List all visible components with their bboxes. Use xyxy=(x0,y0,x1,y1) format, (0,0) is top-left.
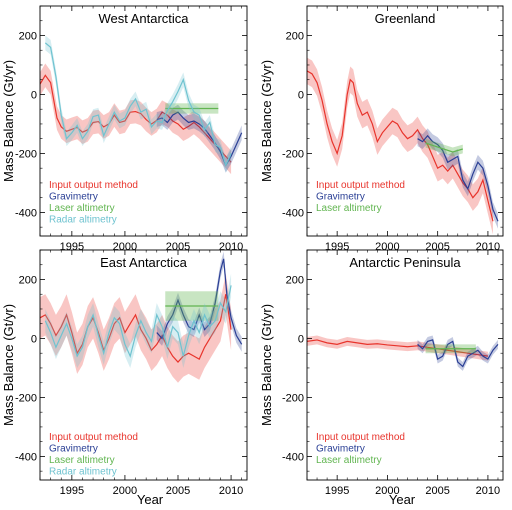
input-output-method-line xyxy=(40,74,232,163)
x-axis-label-right: Year xyxy=(389,492,416,507)
y-tick-label: 200 xyxy=(19,274,37,286)
legend-entry-input-output-method: Input output method xyxy=(316,180,405,191)
legend-entry-gravimetry: Gravimetry xyxy=(49,444,98,455)
x-tick-label: 2000 xyxy=(113,485,137,497)
gravimetry-line xyxy=(417,134,499,222)
x-tick-label: 2010 xyxy=(476,485,500,497)
y-axis-label: Mass Balance (Gt/yr) xyxy=(259,304,274,426)
legend-entry-gravimetry: Gravimetry xyxy=(316,192,365,203)
x-tick-label: 2005 xyxy=(166,485,190,497)
legend-entry-radar-altimetry: Radar altimetry xyxy=(49,467,117,478)
legend-entry-laser-altimetry: Laser altimetry xyxy=(49,455,115,466)
chart-title: West Antarctica xyxy=(98,11,189,26)
input-output-method-line xyxy=(307,70,494,222)
legend-entry-laser-altimetry: Laser altimetry xyxy=(316,455,382,466)
x-tick-label: 2010 xyxy=(219,485,243,497)
gravimetry-band xyxy=(156,251,242,352)
y-tick-label: 0 xyxy=(298,333,304,345)
y-tick-label: -400 xyxy=(282,451,304,463)
y-tick-label: -200 xyxy=(282,148,304,160)
panel-antarctic-peninsula: 1995 2000 2005 2010 -400 -200 0 200 Antarctic Pe… xyxy=(259,249,504,497)
plot-frame xyxy=(39,249,248,481)
chart-title: Antarctic Peninsula xyxy=(349,255,461,270)
legend-entry-laser-altimetry: Laser altimetry xyxy=(316,203,382,214)
legend-entry-input-output-method: Input output method xyxy=(49,432,138,443)
x-tick-label: 2005 xyxy=(425,485,449,497)
chart-title: Greenland xyxy=(375,11,436,26)
panel-greenland: 1995 2000 2005 2010-400-2000200GreenlandMas… xyxy=(259,5,504,253)
plot-area xyxy=(40,35,243,175)
y-axis-label: Mass Balance (Gt/yr) xyxy=(1,304,16,426)
y-axis-label: Mass Balance (Gt/yr) xyxy=(1,60,16,182)
plot-area xyxy=(40,251,243,383)
legend-entry-radar-altimetry: Radar altimetry xyxy=(49,215,117,226)
legend-entry-gravimetry: Gravimetry xyxy=(316,444,365,455)
y-tick-label: 200 xyxy=(286,30,304,42)
gravimetry-line xyxy=(417,339,499,368)
legend-entry-gravimetry: Gravimetry xyxy=(49,192,98,203)
y-tick-label: 0 xyxy=(31,333,37,345)
input-output-method-line xyxy=(307,339,489,357)
input-output-method-line xyxy=(40,294,232,363)
plot-frame xyxy=(306,249,504,481)
plot-frame xyxy=(306,5,504,237)
y-tick-label: -200 xyxy=(282,392,304,404)
x-axis-label-left: Year xyxy=(137,492,164,507)
radar-altimetry-band xyxy=(45,273,232,368)
panel-east-antarctica: 1995 2000 2005 2010 -400 -200 0 200 East Antarct… xyxy=(1,249,248,497)
y-tick-label: 200 xyxy=(286,274,304,286)
y-tick-label: 0 xyxy=(298,89,304,101)
x-tick-label: 2000 xyxy=(375,485,399,497)
chart-title: East Antarctica xyxy=(100,255,187,270)
radar-altimetry-line xyxy=(44,285,232,358)
y-tick-label: -400 xyxy=(282,207,304,219)
y-tick-label: 200 xyxy=(19,30,37,42)
plot-frame xyxy=(39,5,248,237)
legend-entry-input-output-method: Input output method xyxy=(316,432,405,443)
input-output-method-band xyxy=(40,63,232,175)
laser-altimetry-line xyxy=(425,142,463,153)
plot-area xyxy=(307,335,499,371)
y-tick-label: -200 xyxy=(15,392,37,404)
y-tick-label: 0 xyxy=(31,89,37,101)
y-tick-label: -400 xyxy=(15,207,37,219)
gravimetry-band xyxy=(156,104,242,173)
y-axis-label: Mass Balance (Gt/yr) xyxy=(259,60,274,182)
x-tick-label: 1995 xyxy=(60,485,84,497)
gravimetry-band xyxy=(417,335,498,371)
y-tick-label: -200 xyxy=(15,148,37,160)
y-tick-label: -400 xyxy=(15,451,37,463)
x-tick-label: 1995 xyxy=(325,485,349,497)
plot-area xyxy=(307,57,499,235)
legend-entry-input-output-method: Input output method xyxy=(49,180,138,191)
legend-entry-laser-altimetry: Laser altimetry xyxy=(49,203,115,214)
radar-altimetry-line xyxy=(44,42,232,167)
